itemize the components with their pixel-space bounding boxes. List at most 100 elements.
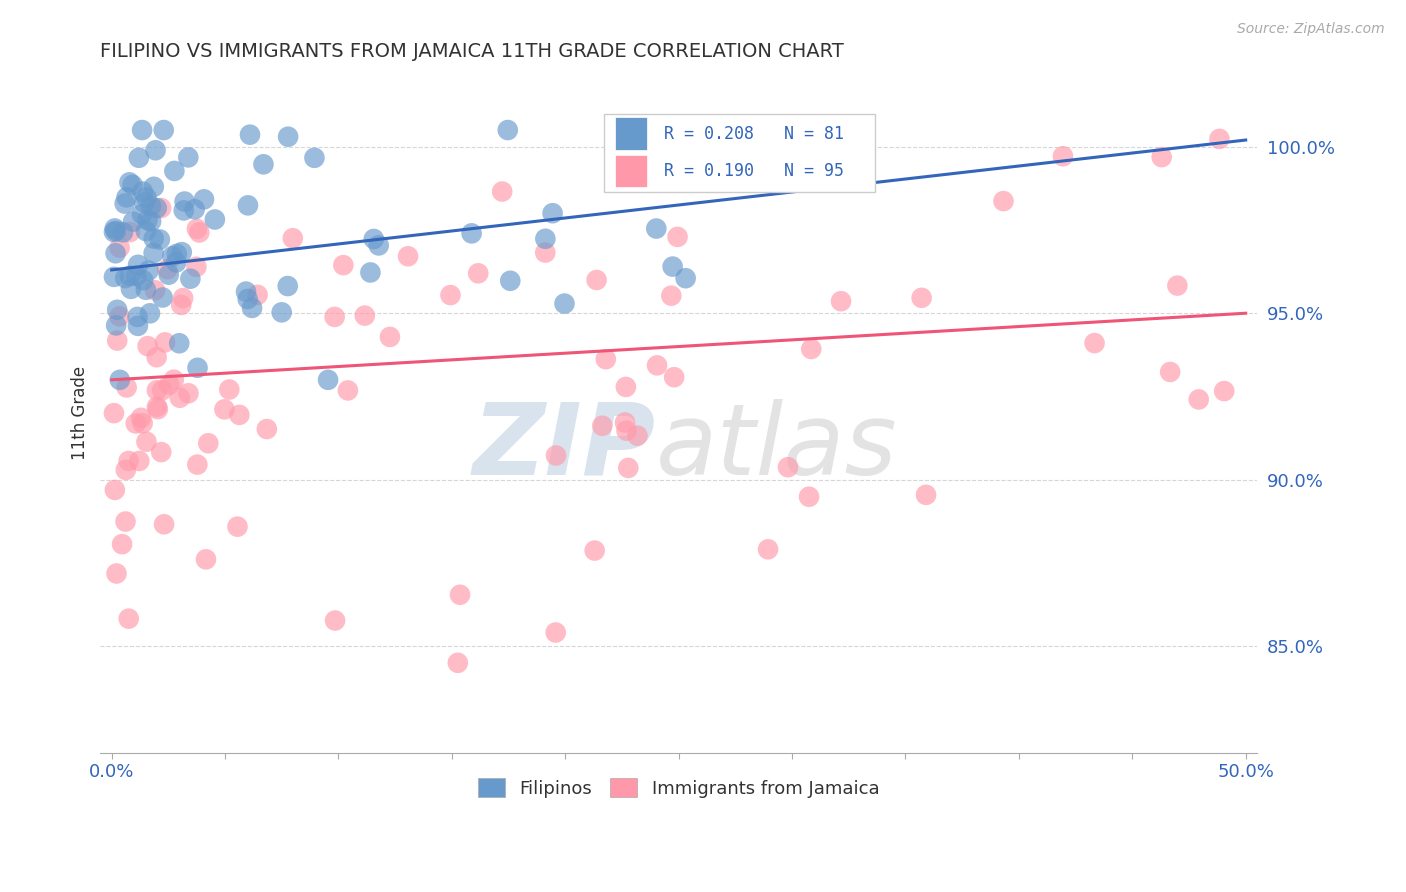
Point bbox=[214, 402, 236, 417]
Point bbox=[218, 383, 240, 397]
Point bbox=[645, 359, 668, 373]
Point bbox=[135, 283, 157, 297]
Point bbox=[128, 454, 150, 468]
Point bbox=[115, 380, 138, 394]
Point bbox=[585, 273, 607, 287]
Point bbox=[1208, 132, 1230, 146]
Point bbox=[131, 123, 153, 137]
Point bbox=[131, 207, 153, 221]
Point bbox=[173, 194, 195, 209]
Point bbox=[146, 201, 169, 215]
Point bbox=[447, 656, 470, 670]
Point bbox=[323, 310, 346, 324]
Point bbox=[142, 179, 165, 194]
Point bbox=[162, 249, 184, 263]
Point bbox=[146, 384, 169, 398]
Point bbox=[166, 247, 188, 261]
Point bbox=[132, 185, 155, 199]
Point bbox=[177, 150, 200, 164]
Point bbox=[1150, 150, 1173, 164]
Point bbox=[118, 225, 141, 239]
Point bbox=[491, 185, 513, 199]
Point bbox=[626, 428, 648, 442]
Point bbox=[778, 123, 800, 137]
Point bbox=[120, 282, 142, 296]
Point bbox=[800, 342, 823, 356]
Point bbox=[142, 246, 165, 260]
Point bbox=[616, 424, 638, 438]
Point bbox=[127, 258, 149, 272]
Point bbox=[239, 128, 262, 142]
Point bbox=[534, 232, 557, 246]
Point bbox=[131, 417, 153, 431]
Point bbox=[103, 225, 125, 239]
Point bbox=[323, 614, 346, 628]
Point bbox=[304, 151, 326, 165]
Point bbox=[595, 352, 617, 367]
Point bbox=[193, 192, 215, 206]
Bar bbox=[614, 117, 648, 150]
Point bbox=[143, 283, 166, 297]
Point bbox=[157, 377, 180, 392]
Point bbox=[830, 294, 852, 309]
Point bbox=[121, 178, 143, 192]
Point bbox=[666, 230, 689, 244]
Point bbox=[152, 291, 174, 305]
Point bbox=[170, 245, 193, 260]
Point bbox=[236, 292, 259, 306]
Point bbox=[367, 238, 389, 252]
Point bbox=[128, 151, 150, 165]
Text: R = 0.208   N = 81: R = 0.208 N = 81 bbox=[664, 125, 844, 143]
Point bbox=[235, 285, 257, 299]
Point bbox=[675, 271, 697, 285]
Point bbox=[661, 260, 683, 274]
Point bbox=[544, 449, 567, 463]
Point bbox=[797, 490, 820, 504]
Point bbox=[1166, 278, 1188, 293]
Point bbox=[204, 212, 226, 227]
Point bbox=[122, 214, 145, 228]
Point bbox=[114, 463, 136, 477]
Point bbox=[105, 566, 128, 581]
Point bbox=[614, 380, 637, 394]
Point bbox=[756, 542, 779, 557]
Point bbox=[104, 483, 127, 497]
Point bbox=[553, 296, 575, 310]
Legend: Filipinos, Immigrants from Jamaica: Filipinos, Immigrants from Jamaica bbox=[471, 772, 887, 805]
Point bbox=[183, 202, 205, 217]
Point bbox=[363, 232, 385, 246]
Point bbox=[153, 335, 176, 350]
Point bbox=[127, 310, 149, 324]
Point bbox=[134, 195, 156, 210]
Text: atlas: atlas bbox=[655, 399, 897, 496]
Point bbox=[125, 268, 148, 283]
Point bbox=[591, 418, 613, 433]
Point bbox=[439, 288, 461, 302]
Point bbox=[103, 406, 125, 420]
Point bbox=[114, 515, 136, 529]
Bar bbox=[614, 154, 648, 187]
Point bbox=[169, 391, 191, 405]
Point bbox=[460, 227, 482, 241]
Point bbox=[544, 625, 567, 640]
Point bbox=[281, 231, 304, 245]
Point bbox=[499, 274, 522, 288]
Point bbox=[186, 360, 208, 375]
Point bbox=[1052, 149, 1074, 163]
Point bbox=[167, 336, 190, 351]
Point bbox=[111, 537, 134, 551]
Point bbox=[496, 123, 519, 137]
Point bbox=[993, 194, 1015, 208]
Point bbox=[332, 258, 354, 272]
Point bbox=[277, 279, 299, 293]
Point bbox=[359, 265, 381, 279]
Point bbox=[173, 203, 195, 218]
Point bbox=[146, 402, 169, 417]
Point bbox=[664, 370, 686, 384]
Point bbox=[108, 373, 131, 387]
Point bbox=[583, 543, 606, 558]
Text: FILIPINO VS IMMIGRANTS FROM JAMAICA 11TH GRADE CORRELATION CHART: FILIPINO VS IMMIGRANTS FROM JAMAICA 11TH… bbox=[100, 42, 844, 61]
Point bbox=[165, 255, 187, 269]
Point bbox=[163, 164, 186, 178]
Point bbox=[188, 226, 211, 240]
